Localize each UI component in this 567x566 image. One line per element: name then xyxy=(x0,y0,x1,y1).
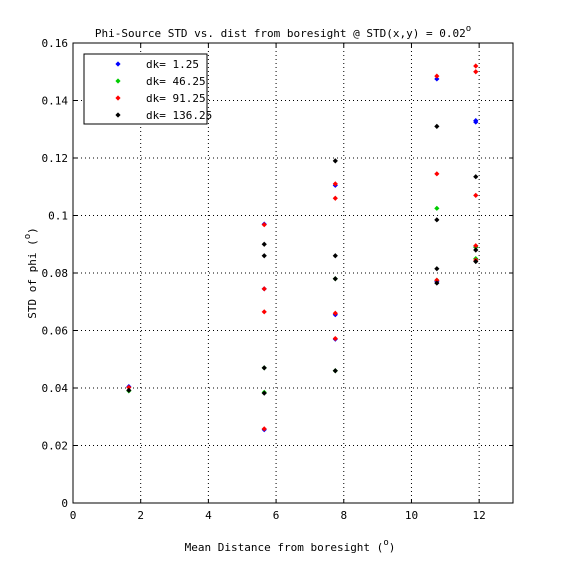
x-tick-label: 10 xyxy=(405,509,418,522)
y-tick-label: 0.1 xyxy=(48,210,68,223)
y-tick-label: 0.04 xyxy=(42,382,69,395)
x-axis-label: Mean Distance from boresight (o) xyxy=(185,538,396,554)
legend-label-3: dk= 136.25 xyxy=(146,109,212,122)
x-tick-label: 8 xyxy=(340,509,347,522)
x-tick-label: 6 xyxy=(273,509,280,522)
y-tick-label: 0.16 xyxy=(42,37,69,50)
y-tick-label: 0.06 xyxy=(42,325,69,338)
x-tick-label: 0 xyxy=(70,509,77,522)
chart-title: Phi-Source STD vs. dist from boresight @… xyxy=(95,24,471,40)
x-tick-label: 2 xyxy=(137,509,144,522)
x-tick-label: 4 xyxy=(205,509,212,522)
legend: dk= 1.25 dk= 46.25 dk= 91.25 dk= 136.25 xyxy=(84,54,212,124)
x-tick-label: 12 xyxy=(473,509,486,522)
y-tick-label: 0.12 xyxy=(42,152,69,165)
y-tick-label: 0.14 xyxy=(42,95,69,108)
y-axis-label: STD of phi (o) xyxy=(23,227,39,319)
y-tick-label: 0.08 xyxy=(42,267,69,280)
y-tick-label: 0 xyxy=(61,497,68,510)
legend-label-2: dk= 91.25 xyxy=(146,92,206,105)
legend-label-1: dk= 46.25 xyxy=(146,75,206,88)
y-tick-label: 0.02 xyxy=(42,440,69,453)
legend-label-0: dk= 1.25 xyxy=(146,58,199,71)
